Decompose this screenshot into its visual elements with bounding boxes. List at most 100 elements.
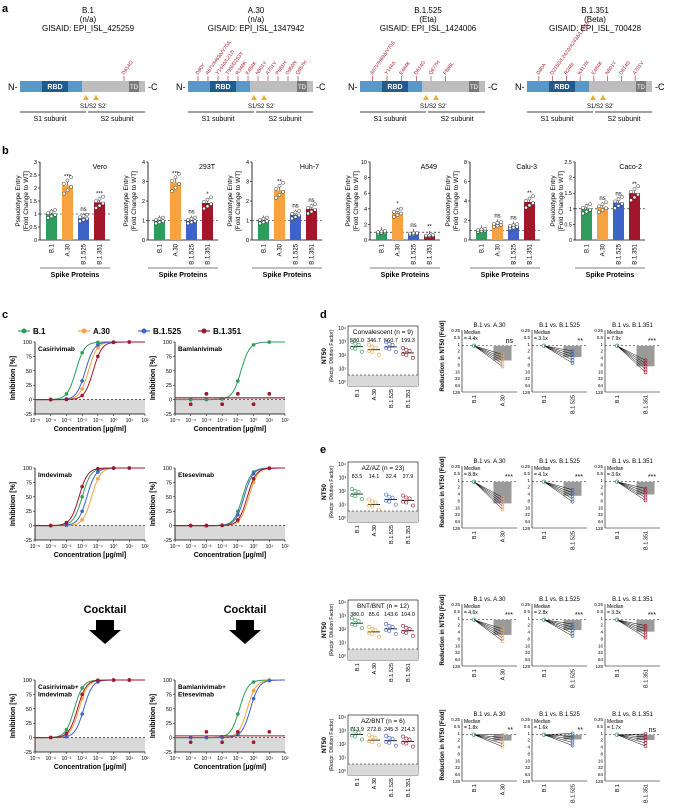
data-point	[408, 627, 411, 630]
cocktail-arrow-right	[229, 620, 261, 644]
x-tick-label: 10⁻¹	[93, 418, 103, 424]
y-tick-label: 2	[464, 219, 467, 225]
background-band	[35, 738, 145, 752]
y-tick-label: 128	[452, 390, 460, 395]
significance-label: ns	[510, 215, 516, 221]
data-point	[94, 200, 97, 203]
x-tick-label: 10⁰	[250, 544, 258, 550]
entry-chart: 01234293TB.1***A.30nsB.1.525*B.1.351Spik…	[123, 160, 218, 279]
y-tick-label: 10³	[339, 729, 347, 735]
s2p-site-icon	[433, 95, 439, 100]
background-band	[175, 738, 285, 752]
y-axis-title: Reduction in NT50 [Fold]	[440, 595, 446, 666]
y-tick-label: 100	[23, 678, 32, 684]
significance-label: ***	[505, 474, 513, 481]
y-tick-label: 0	[169, 398, 172, 404]
data-point	[193, 219, 196, 222]
data-point	[617, 198, 620, 201]
y-axis-title: Inhibition [%]	[150, 694, 157, 738]
mutation-label: D80A	[536, 62, 548, 76]
data-point	[170, 179, 173, 182]
x-axis-title: Spike Proteins	[51, 272, 100, 279]
category-label: B.1.351	[644, 531, 650, 550]
y-tick-label: 128	[595, 390, 603, 395]
significance-label: ns	[615, 192, 621, 198]
data-point	[186, 222, 189, 225]
y-tick-label: 64	[525, 383, 531, 388]
data-point	[394, 350, 397, 353]
category-label: A.30	[601, 243, 607, 256]
y-tick-label: 64	[598, 519, 604, 524]
comparison-title: B.1 vs. A.30	[473, 323, 506, 329]
legend-marker	[82, 329, 87, 334]
data-point	[371, 627, 374, 630]
data-point	[476, 228, 479, 231]
data-point	[190, 221, 193, 224]
data-point	[202, 200, 205, 203]
y-axis-title: Inhibition [%]	[10, 356, 17, 400]
y-tick-label: 10³	[339, 340, 347, 346]
y-tick-label: 4	[600, 630, 603, 635]
data-point	[49, 398, 53, 402]
s2-subunit-label: S2 subunit	[100, 116, 133, 123]
data-point	[496, 221, 499, 224]
rbd-label: RBD	[554, 84, 569, 91]
x-tick-label: 10⁻¹	[233, 756, 243, 762]
category-label: B.1	[542, 669, 548, 677]
category-label: B.1.351	[644, 395, 650, 414]
y-tick-label: 8	[600, 751, 603, 756]
y-axis-title: Pseudotype Entry	[15, 175, 22, 227]
y-tick-label: 2	[527, 623, 530, 628]
category-label: B.1	[380, 243, 386, 253]
y-tick-label: 100	[23, 466, 32, 472]
y-tick-label: 64	[455, 772, 461, 777]
x-tick-label: 10⁻¹	[233, 418, 243, 424]
x-tick-label: 10⁻³	[61, 756, 71, 762]
median-fold: = 3.3x	[607, 610, 621, 616]
data-point	[96, 477, 100, 481]
data-point	[405, 742, 408, 745]
significance-label: **	[632, 182, 637, 188]
x-tick-label: 10⁻²	[77, 418, 87, 424]
significance-label: ***	[96, 191, 104, 197]
variant-alias: (Eta)	[419, 15, 437, 24]
neutralization-group: BNT/BNT (n = 12)10⁰10¹10²10³10⁴NT50(Reci…	[321, 595, 660, 688]
data-point	[374, 737, 377, 740]
data-point	[384, 493, 387, 496]
x-tick-label: 10⁻³	[201, 756, 211, 762]
data-point	[220, 524, 224, 528]
data-point	[350, 487, 353, 490]
y-tick-label: 2	[600, 349, 603, 354]
x-axis-title: Spike Proteins	[263, 272, 312, 279]
y-tick-label: 4	[457, 745, 460, 750]
y-tick-label: 128	[452, 779, 460, 784]
category-label: A.30	[501, 531, 507, 542]
significance-label: ns	[188, 210, 194, 216]
x-tick-label: 10⁻⁵	[30, 756, 40, 762]
category-label: B.1.525	[294, 243, 300, 264]
y-tick-label: 32	[525, 376, 531, 381]
data-point	[65, 735, 69, 739]
y-tick-label: 1	[457, 731, 460, 736]
x-axis-title: Concentration [µg/ml]	[194, 764, 266, 771]
y-tick-label: 1	[527, 616, 530, 621]
data-point	[499, 220, 502, 223]
category-label: B.1.525	[571, 395, 577, 414]
reduction-plot: B.1 vs. B.1.3510.250.51248163264128Media…	[594, 712, 660, 803]
data-point	[415, 231, 418, 234]
data-point	[82, 218, 85, 221]
y-tick-label: 75	[166, 692, 172, 698]
y-tick-label: 1	[527, 478, 530, 483]
data-point	[585, 210, 588, 213]
cocktail-arrow-left	[89, 620, 121, 644]
mutation-label: D614G	[121, 60, 135, 77]
data-point	[377, 353, 380, 356]
y-tick-label: 4	[457, 492, 460, 497]
mutation-label: Q957H	[295, 59, 309, 76]
y-tick-label: 3	[142, 180, 145, 186]
data-point	[391, 496, 394, 499]
y-tick-label: 128	[452, 526, 460, 531]
plot-title: Bamlanivimab+	[178, 684, 226, 691]
td-label: TD	[298, 85, 307, 91]
